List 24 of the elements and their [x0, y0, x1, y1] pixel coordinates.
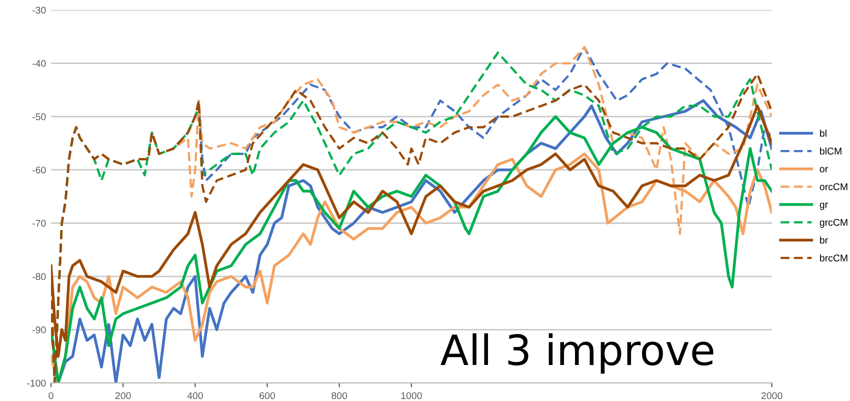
y-tick-label: -80: [32, 273, 46, 280]
x-tick-label: 400: [187, 392, 203, 400]
y-tick-label: -40: [32, 60, 46, 67]
legend-label: gr: [820, 202, 828, 210]
x-tick-label: 0: [48, 392, 54, 400]
x-tick-label: 600: [260, 392, 275, 400]
y-tick-label: -70: [32, 220, 46, 227]
x-tick-label: 200: [115, 392, 131, 400]
annotation: All 3 improve: [440, 333, 714, 374]
legend-label: brcCM: [820, 254, 848, 262]
x-tick-label: 1000: [401, 392, 422, 400]
legend-label: orcCM: [820, 183, 848, 190]
legend-label: grcCM: [820, 218, 848, 228]
x-tick-label: 2000: [761, 392, 782, 400]
legend-label: bl: [820, 130, 826, 137]
y-tick-label: -90: [32, 326, 46, 334]
legend-label: br: [820, 236, 828, 244]
legend-label: or: [820, 167, 828, 172]
legend-label: blCM: [820, 147, 842, 155]
y-tick-label: -30: [32, 6, 46, 14]
y-tick-label: -50: [32, 113, 46, 120]
y-tick-label: -100: [27, 380, 46, 387]
y-tick-label: -60: [32, 166, 46, 174]
x-tick-label: 800: [332, 392, 348, 400]
